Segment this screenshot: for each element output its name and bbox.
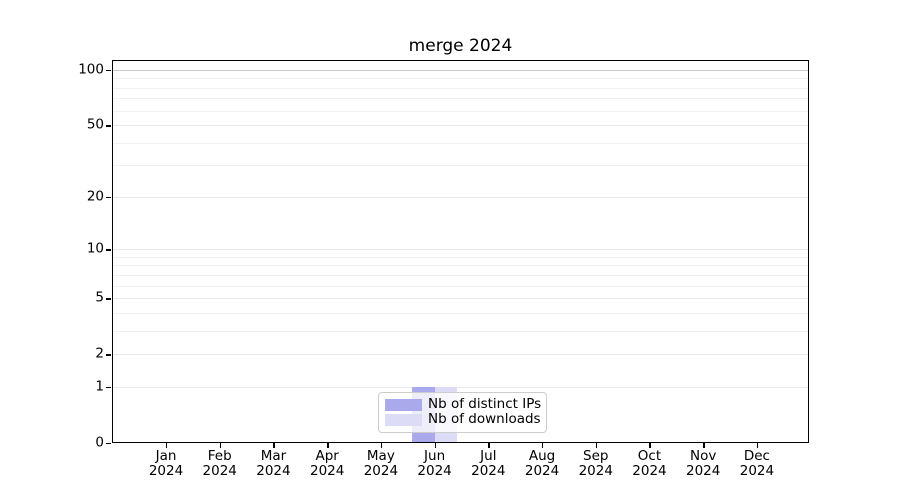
- x-tick-month: Jun: [424, 448, 446, 464]
- y-tick-mark: [106, 125, 111, 127]
- y-tick-mark: [106, 249, 111, 251]
- gridline-minor: [112, 285, 809, 287]
- gridline-minor: [112, 312, 809, 314]
- gridline-minor: [112, 256, 809, 258]
- x-tick-month: Jan: [155, 448, 177, 464]
- x-tick-year: 2024: [739, 463, 775, 479]
- x-tick-month: Oct: [637, 448, 662, 464]
- y-tick-label: 100: [78, 61, 104, 78]
- y-tick-label: 10: [86, 240, 104, 257]
- x-tick-month: Sep: [583, 448, 609, 464]
- x-tick-label-jul: Jul 2024: [471, 449, 505, 479]
- x-tick-label-feb: Feb 2024: [203, 449, 237, 479]
- gridline-minor: [112, 265, 809, 267]
- y-tick-mark: [106, 196, 111, 199]
- plot-area: [112, 60, 809, 443]
- x-tick-year: 2024: [309, 463, 345, 479]
- x-tick-mark: [327, 443, 329, 448]
- x-tick-label-mar: Mar 2024: [256, 449, 290, 479]
- plot-border: [112, 60, 809, 443]
- y-tick-mark: [106, 386, 111, 389]
- x-tick-label-nov: Nov 2024: [686, 449, 720, 479]
- gridline-minor: [112, 87, 809, 89]
- y-tick-label: 1: [95, 378, 104, 395]
- legend-label: Nb of downloads: [428, 411, 541, 427]
- x-tick-mark: [703, 443, 705, 448]
- y-tick-label: 20: [86, 188, 104, 205]
- gridline-minor: [112, 330, 809, 332]
- x-tick-month: Feb: [207, 448, 232, 464]
- x-tick-year: 2024: [686, 463, 721, 479]
- x-tick-label-apr: Apr 2024: [310, 449, 344, 479]
- x-tick-mark: [219, 443, 222, 448]
- x-tick-year: 2024: [578, 463, 613, 479]
- y-tick-mark: [106, 298, 111, 300]
- x-tick-year: 2024: [202, 463, 237, 479]
- chart-title: merge 2024: [408, 36, 513, 56]
- legend-item-nb-of-distinct-ips: Nb of distinct IPs: [385, 396, 542, 412]
- y-tick-label: 5: [95, 289, 104, 306]
- gridline-minor: [112, 165, 809, 167]
- x-tick-year: 2024: [148, 463, 184, 479]
- x-tick-month: Aug: [528, 448, 556, 464]
- x-tick-month: Mar: [260, 448, 287, 464]
- legend: Nb of distinct IPs Nb of downloads: [378, 392, 547, 433]
- y-tick-label: 2: [95, 345, 104, 362]
- gridline-major: [112, 69, 809, 71]
- gridline-major: [112, 125, 809, 127]
- gridline-major: [112, 386, 809, 388]
- x-tick-month: Jul: [480, 448, 497, 464]
- gridline-minor: [112, 98, 809, 100]
- gridline-minor: [112, 78, 809, 80]
- gridline-minor: [112, 110, 809, 112]
- x-tick-year: 2024: [471, 463, 506, 479]
- x-tick-mark: [542, 443, 544, 448]
- legend-label: Nb of distinct IPs: [428, 396, 542, 412]
- y-tick-label: 50: [86, 116, 104, 133]
- legend-item-nb-of-downloads: Nb of downloads: [385, 411, 541, 427]
- x-tick-year: 2024: [417, 463, 452, 479]
- x-tick-year: 2024: [524, 463, 560, 479]
- x-tick-year: 2024: [363, 463, 399, 479]
- x-tick-label-aug: Aug 2024: [525, 449, 559, 479]
- x-tick-mark: [649, 443, 651, 448]
- x-tick-mark: [380, 443, 383, 448]
- x-tick-mark: [595, 443, 598, 448]
- legend-swatch-nb-of-distinct-ips: [385, 398, 422, 411]
- gridline-major: [112, 354, 809, 356]
- y-tick-mark: [106, 354, 111, 356]
- x-tick-month: Apr: [315, 448, 339, 464]
- y-tick-mark: [106, 443, 111, 445]
- x-tick-month: Nov: [690, 448, 717, 464]
- x-tick-mark: [756, 443, 759, 448]
- x-tick-year: 2024: [256, 463, 291, 479]
- gridline-major: [112, 196, 809, 198]
- x-tick-label-may: May 2024: [364, 449, 398, 479]
- gridline-major: [112, 298, 809, 300]
- x-tick-mark: [488, 443, 490, 448]
- x-tick-label-jan: Jan 2024: [149, 449, 183, 479]
- x-tick-month: Dec: [743, 448, 770, 464]
- y-tick-label: 0: [95, 434, 104, 451]
- x-tick-label-dec: Dec 2024: [740, 449, 774, 479]
- x-tick-mark: [273, 443, 275, 448]
- x-tick-label-oct: Oct 2024: [632, 449, 666, 479]
- x-tick-year: 2024: [632, 463, 667, 479]
- gridline-major: [112, 249, 809, 251]
- x-tick-mark: [434, 443, 436, 448]
- gridline-minor: [112, 142, 809, 144]
- y-tick-mark: [106, 69, 111, 72]
- legend-swatch-nb-of-downloads: [385, 413, 422, 426]
- x-tick-month: May: [366, 448, 395, 464]
- gridline-minor: [112, 274, 809, 276]
- x-tick-label-sep: Sep 2024: [579, 449, 613, 479]
- x-tick-mark: [166, 443, 168, 448]
- x-tick-label-jun: Jun 2024: [417, 449, 451, 479]
